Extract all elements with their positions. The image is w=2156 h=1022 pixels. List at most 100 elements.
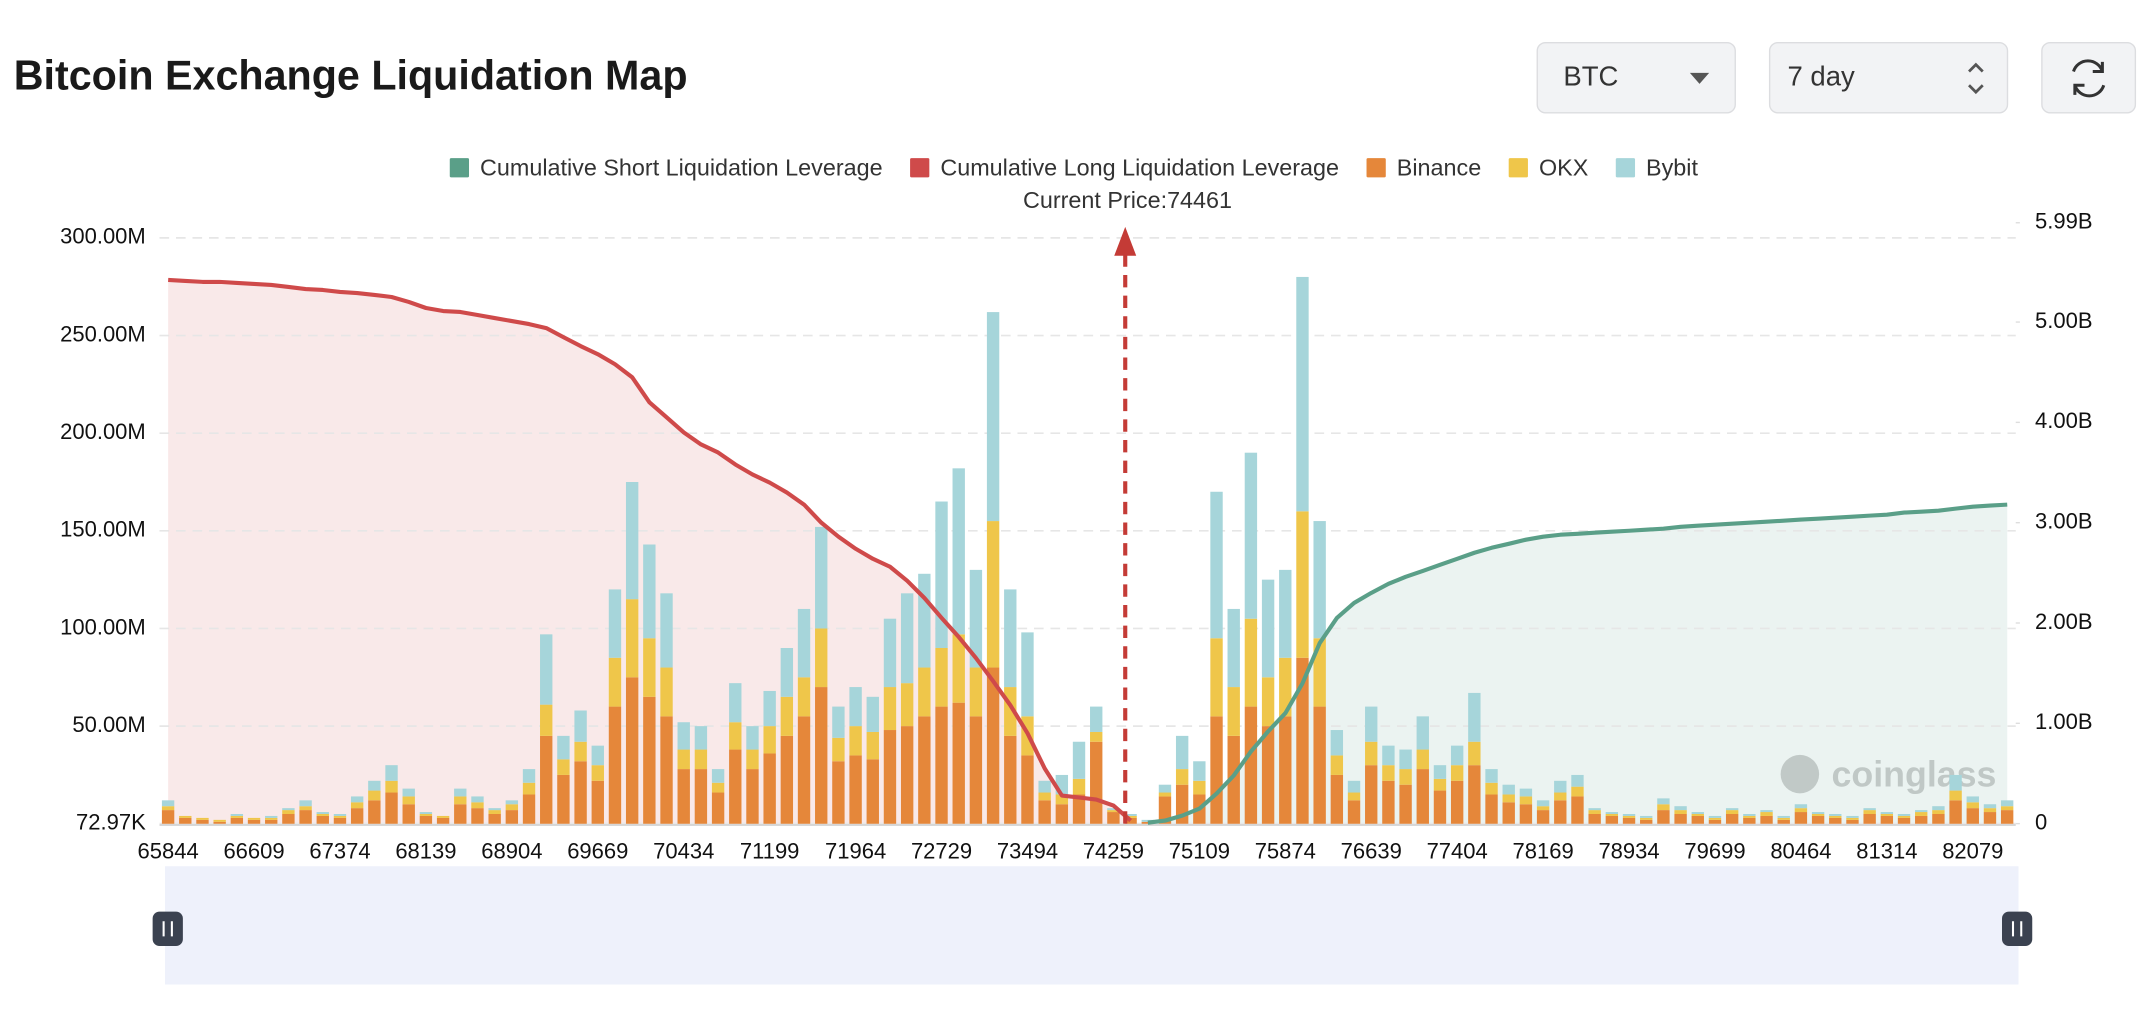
- refresh-icon[interactable]: [2072, 59, 2106, 98]
- bars-layer: [161, 276, 2014, 824]
- bar-segment: [763, 753, 776, 824]
- bar-segment: [866, 759, 879, 824]
- bar-segment: [1450, 780, 1464, 824]
- select-box[interactable]: [1536, 41, 1736, 114]
- bar-segment: [1725, 810, 1739, 815]
- bar-segment: [505, 810, 519, 824]
- period-select[interactable]: 7 day: [1768, 41, 2009, 114]
- bar-segment: [1571, 796, 1584, 824]
- bar-segment: [1622, 814, 1636, 816]
- bar-segment: [1365, 765, 1378, 824]
- areas-layer: [168, 279, 2008, 824]
- select-box[interactable]: [1768, 41, 2009, 114]
- symbol-select[interactable]: BTC: [1536, 41, 1736, 114]
- bar-segment: [1519, 804, 1533, 824]
- data-zoom[interactable]: [152, 866, 2033, 985]
- bar-segment: [1124, 817, 1137, 824]
- bar-segment: [1038, 800, 1051, 824]
- x-tick-label: 75874: [1255, 838, 1316, 863]
- bar-segment: [780, 696, 794, 736]
- bar-segment: [1725, 808, 1739, 811]
- bar-segment: [1760, 812, 1773, 816]
- bar-segment: [1072, 778, 1086, 795]
- bar-segment: [711, 782, 725, 793]
- bar-segment: [522, 794, 536, 824]
- bar-segment: [1674, 810, 1687, 815]
- y-tick-label: 150.00M: [60, 517, 146, 542]
- bar-segment: [1055, 794, 1069, 805]
- select-value[interactable]: 7 day: [1788, 61, 1856, 92]
- bar-segment: [1090, 741, 1103, 824]
- bar-segment: [1571, 786, 1584, 797]
- bar-segment: [1536, 806, 1550, 811]
- bar-segment: [1038, 792, 1051, 801]
- bar-segment: [1519, 796, 1533, 805]
- cumulative-line: [1147, 502, 2008, 825]
- bar-segment: [161, 810, 175, 824]
- bar-segment: [385, 780, 398, 793]
- legend-label: Bybit: [1646, 154, 1698, 180]
- bar-segment: [608, 706, 622, 824]
- legend-swatch: [910, 158, 930, 178]
- bar-segment: [591, 780, 604, 824]
- bar-segment: [1949, 800, 1962, 824]
- bar-segment: [1983, 804, 1997, 809]
- bar-segment: [1915, 812, 1928, 816]
- bar-segment: [402, 788, 415, 797]
- bar-segment: [797, 716, 811, 824]
- bar-segment: [1485, 794, 1498, 824]
- zoom-handle[interactable]: [152, 911, 183, 947]
- x-tick-label: 75109: [1169, 838, 1230, 863]
- bar-segment: [1554, 800, 1567, 824]
- bar-segment: [1296, 657, 1309, 824]
- legend-label: Binance: [1397, 154, 1481, 180]
- caret-icon[interactable]: [1689, 72, 1710, 84]
- x-tick-label: 72729: [911, 838, 972, 863]
- select-value[interactable]: BTC: [1563, 61, 1618, 92]
- bar-segment: [1141, 821, 1154, 824]
- bar-segment: [849, 755, 862, 824]
- bar-segment: [540, 735, 553, 824]
- y-tick-label: 200.00M: [60, 419, 146, 444]
- bar-segment: [1725, 814, 1739, 824]
- bar-segment: [1640, 815, 1653, 818]
- bar-segment: [488, 814, 501, 824]
- bar-segment: [677, 749, 690, 770]
- zoom-handle[interactable]: [2002, 911, 2033, 947]
- x-tick-label: 82079: [1942, 838, 2003, 863]
- bar-segment: [1829, 815, 1842, 818]
- bar-segment: [1279, 716, 1292, 824]
- bar-segment: [866, 696, 879, 732]
- button-box[interactable]: [2041, 41, 2137, 114]
- zoom-area[interactable]: [165, 866, 2019, 985]
- bar-segment: [1468, 692, 1481, 742]
- bar-segment: [574, 761, 587, 824]
- x-tick-label: 71964: [825, 838, 886, 863]
- bar-segment: [746, 726, 759, 750]
- annotation-value: 74461: [1167, 187, 1232, 213]
- bar-segment: [247, 819, 261, 824]
- bar-segment: [1502, 802, 1515, 824]
- refresh-button[interactable]: [2041, 41, 2137, 114]
- bar-segment: [1193, 761, 1206, 781]
- spinner-icon[interactable]: [1968, 62, 1984, 95]
- watermark-text: coinglass: [1832, 754, 1997, 794]
- bar-segment: [1880, 812, 1894, 815]
- bar-segment: [1124, 814, 1137, 816]
- bar-segment: [1811, 812, 1825, 815]
- bar-segment: [797, 608, 811, 678]
- bar-segment: [608, 657, 622, 707]
- bar-segment: [1330, 755, 1344, 775]
- bar-segment: [522, 782, 536, 795]
- bar-segment: [1588, 814, 1601, 824]
- bar-segment: [1347, 792, 1361, 801]
- y2-tick-label: 4.00B: [2035, 408, 2093, 433]
- bar-segment: [1743, 814, 1756, 816]
- bar-segment: [419, 814, 433, 816]
- bar-segment: [299, 810, 312, 824]
- bar-segment: [316, 814, 329, 816]
- bar-segment: [1949, 774, 1962, 791]
- handle-grip: [2011, 921, 2023, 937]
- bar-segment: [1468, 741, 1481, 766]
- x-tick-label: 79699: [1684, 838, 1745, 863]
